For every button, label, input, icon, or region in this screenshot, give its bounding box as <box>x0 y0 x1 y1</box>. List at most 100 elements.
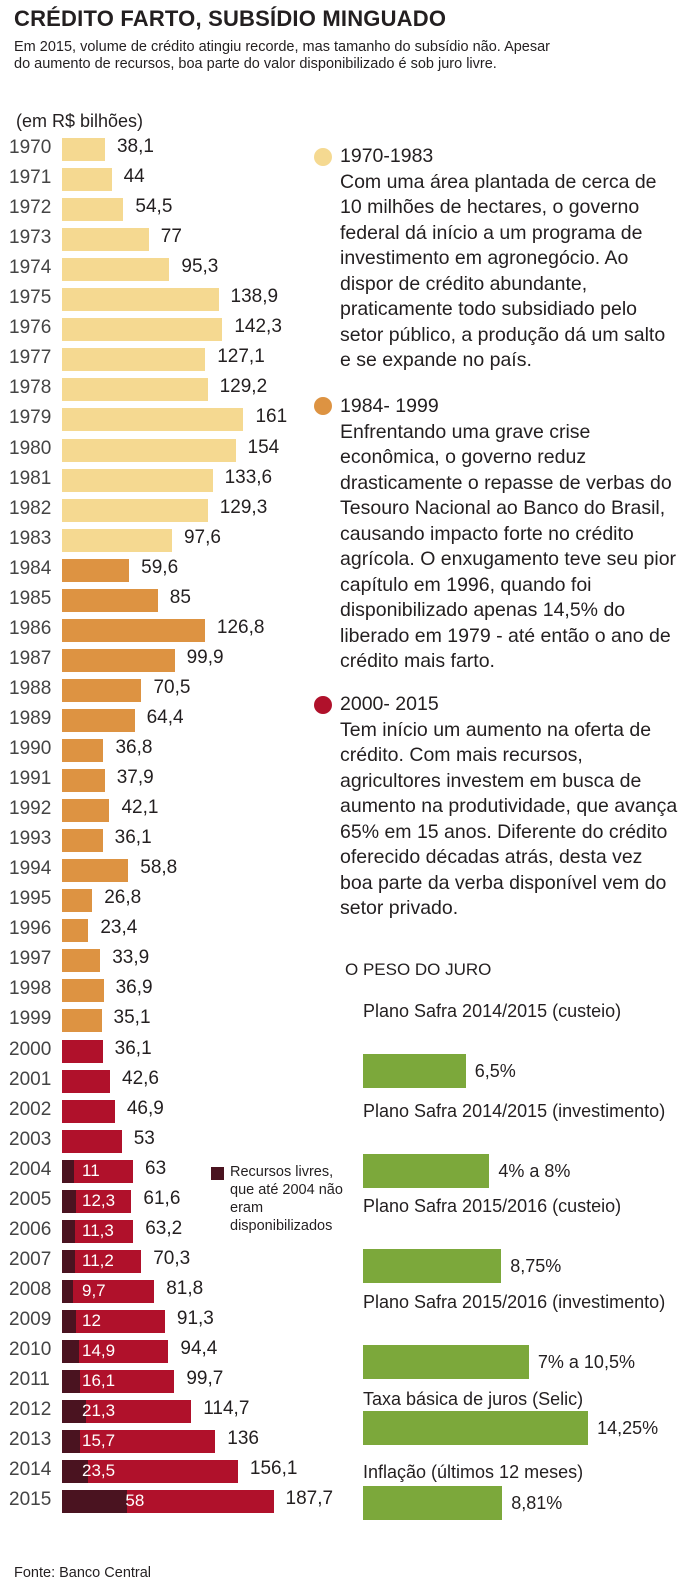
juro-value-6: 8,81% <box>511 1493 563 1513</box>
bar-total-2004 <box>62 1159 133 1183</box>
bar-total-1970 <box>62 138 105 161</box>
year-label-2009: 2009 <box>9 1308 52 1330</box>
juro-bar-3 <box>363 1249 502 1283</box>
label-total-1983: 97,6 <box>183 526 221 548</box>
year-label-1996: 1996 <box>9 918 52 940</box>
label-livres-2012: 21,3 <box>82 1401 116 1421</box>
year-label-1997: 1997 <box>9 948 52 970</box>
year-label-1985: 1985 <box>9 587 52 609</box>
bar-total-1987 <box>62 648 175 672</box>
year-label-1972: 1972 <box>9 197 52 219</box>
juro-bar-2 <box>363 1154 490 1188</box>
period-2-heading: 1984- 1999 <box>340 395 439 417</box>
juro-value-1: 6,5% <box>474 1061 516 1081</box>
period-3-note: 2000- 2015 Tem início um aumento na ofer… <box>340 692 680 922</box>
label-total-1996: 23,4 <box>100 917 138 939</box>
bar-total-1983 <box>62 528 172 552</box>
bar-total-2013 <box>62 1430 216 1454</box>
bar-total-1981 <box>62 468 213 492</box>
year-label-1973: 1973 <box>9 227 52 249</box>
label-total-1975: 138,9 <box>230 286 279 308</box>
year-label-2011: 2011 <box>9 1369 50 1391</box>
bar-livres-2015 <box>62 1490 128 1514</box>
year-label-1984: 1984 <box>9 557 52 579</box>
year-label-1980: 1980 <box>9 437 52 459</box>
juro-value-2: 4% a 8% <box>498 1161 571 1181</box>
label-total-2013: 136 <box>227 1428 259 1450</box>
bar-livres-2008 <box>62 1279 73 1303</box>
period-1-text: Com uma área plantada de cerca de 10 mil… <box>340 170 666 372</box>
bar-total-1985 <box>62 588 158 612</box>
label-total-1972: 54,5 <box>135 196 173 218</box>
period-1-note: 1970-1983 Com uma área plantada de cerca… <box>340 144 680 374</box>
juro-label-4: Plano Safra 2015/2016 (investimento) <box>363 1292 666 1312</box>
bar-total-1986 <box>62 618 205 642</box>
period-3-text: Tem início um aumento na oferta de crédi… <box>340 718 678 920</box>
period-2-text: Enfrentando uma grave crise econômica, o… <box>340 420 677 673</box>
label-livres-2013: 15,7 <box>82 1431 116 1451</box>
year-label-2010: 2010 <box>9 1339 52 1360</box>
year-label-1994: 1994 <box>9 858 52 880</box>
bar-total-1978 <box>62 378 208 402</box>
label-total-1974: 95,3 <box>181 256 219 278</box>
juro-label-5: Taxa básica de juros (Selic) <box>363 1389 584 1409</box>
bar-total-2010 <box>62 1340 169 1363</box>
bar-total-1989 <box>62 708 135 732</box>
label-livres-2009: 12 <box>82 1310 101 1330</box>
label-total-1985: 85 <box>169 586 191 608</box>
label-total-2005: 61,6 <box>143 1187 181 1209</box>
year-label-1975: 1975 <box>9 287 52 309</box>
bar-total-1990 <box>62 739 104 762</box>
label-total-2004: 63 <box>145 1157 167 1179</box>
juro-value-4: 7% a 10,5% <box>537 1352 635 1372</box>
label-total-2009: 91,3 <box>176 1307 214 1329</box>
year-label-2001: 2001 <box>9 1068 52 1090</box>
label-total-2001: 42,6 <box>122 1067 159 1089</box>
label-livres-2008: 9,7 <box>82 1280 106 1300</box>
label-total-2008: 81,8 <box>166 1277 204 1299</box>
juro-label-2: Plano Safra 2014/2015 (investimento) <box>363 1101 666 1121</box>
label-total-1992: 42,1 <box>121 797 159 819</box>
year-label-1989: 1989 <box>9 707 52 729</box>
bar-total-1977 <box>62 348 206 372</box>
bar-total-2006 <box>62 1219 134 1243</box>
label-total-1988: 70,5 <box>153 676 191 698</box>
year-label-2000: 2000 <box>9 1038 52 1060</box>
label-livres-2014: 23,5 <box>82 1461 116 1481</box>
year-label-2002: 2002 <box>9 1098 52 1120</box>
source-note: Fonte: Banco Central <box>14 1565 152 1581</box>
period-3-dot <box>314 696 332 714</box>
label-total-1991: 37,9 <box>116 767 154 789</box>
label-total-1990: 36,8 <box>115 737 153 758</box>
label-total-1977: 127,1 <box>217 346 265 368</box>
year-label-1995: 1995 <box>9 888 52 910</box>
year-label-1981: 1981 <box>9 467 52 489</box>
label-livres-2010: 14,9 <box>82 1341 116 1360</box>
year-label-1987: 1987 <box>9 647 52 669</box>
bar-livres-2006 <box>62 1219 75 1243</box>
year-label-2006: 2006 <box>9 1218 52 1240</box>
juro-title: O PESO DO JURO <box>345 960 492 979</box>
year-label-1993: 1993 <box>9 828 52 850</box>
bar-total-2011 <box>62 1370 175 1394</box>
bar-total-1972 <box>62 198 124 222</box>
label-total-1981: 133,6 <box>224 466 273 488</box>
bar-total-2009 <box>62 1309 165 1333</box>
year-label-2014: 2014 <box>9 1459 52 1481</box>
year-label-1988: 1988 <box>9 677 52 699</box>
bar-total-1976 <box>62 318 223 342</box>
label-total-1971: 44 <box>123 166 145 188</box>
year-label-2003: 2003 <box>9 1128 52 1150</box>
bar-livres-2004 <box>62 1159 75 1183</box>
bar-total-2000 <box>62 1039 103 1063</box>
label-total-1998: 36,9 <box>115 977 153 999</box>
label-total-1987: 99,9 <box>186 646 224 668</box>
bar-total-1999 <box>62 1009 102 1033</box>
bar-total-2014 <box>62 1460 238 1484</box>
juro-label-6: Inflação (últimos 12 meses) <box>363 1462 584 1482</box>
unit-label: (em R$ bilhões) <box>16 111 144 131</box>
bar-total-1993 <box>62 829 103 853</box>
year-label-1982: 1982 <box>9 497 52 519</box>
period-2-note: 1984- 1999 Enfrentando uma grave crise e… <box>340 394 680 675</box>
label-total-1997: 33,9 <box>112 947 150 969</box>
